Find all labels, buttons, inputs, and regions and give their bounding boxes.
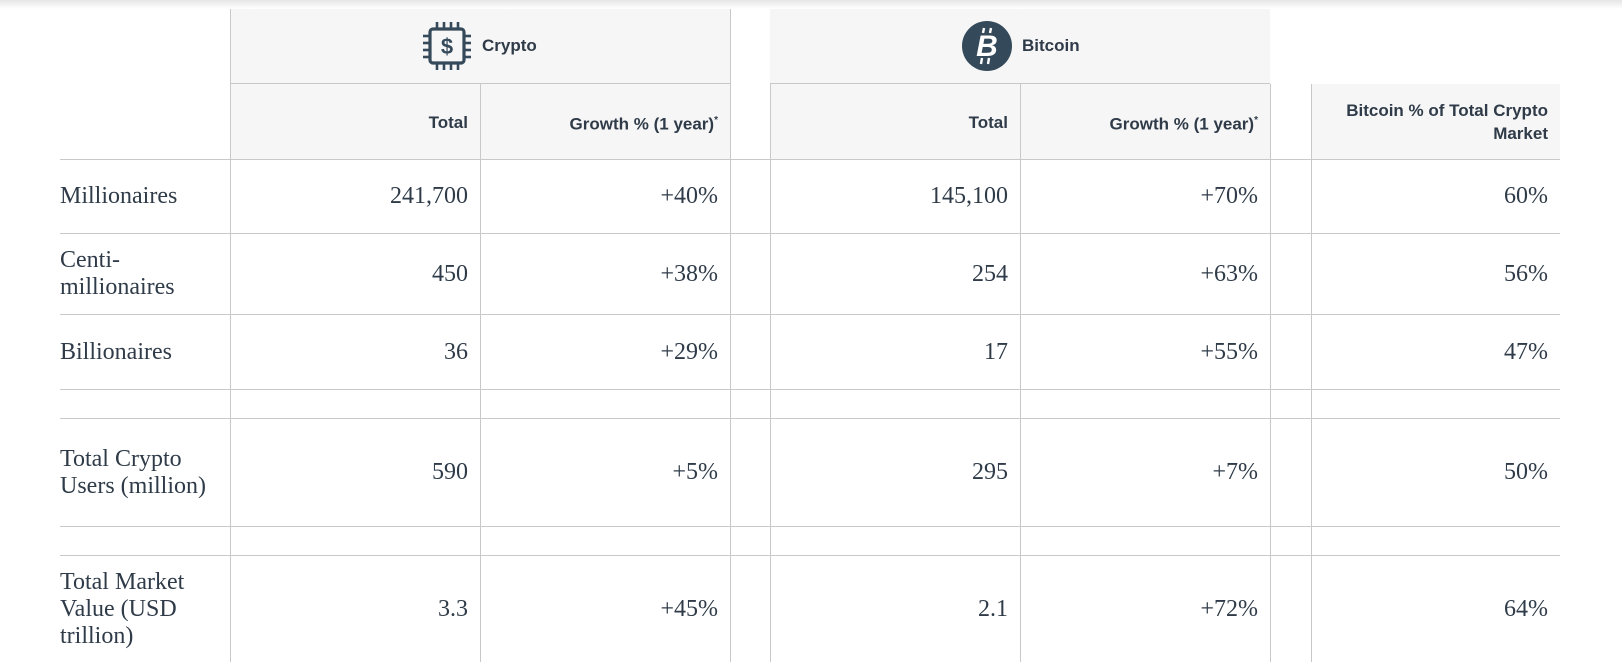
table-cell: +63% bbox=[1200, 260, 1258, 287]
table-cell: 3.3 bbox=[438, 595, 468, 622]
table-cell: 145,100 bbox=[930, 183, 1008, 209]
table-cell: +40% bbox=[660, 183, 718, 209]
grid-line bbox=[1270, 84, 1271, 662]
bitcoin-total-header: Total bbox=[968, 112, 1008, 132]
table-cell: 241,700 bbox=[390, 183, 468, 209]
bitcoin-group-title: Bitcoin bbox=[1022, 36, 1080, 55]
table-cell: 64% bbox=[1504, 595, 1548, 622]
svg-text:$: $ bbox=[441, 34, 453, 59]
grid-line bbox=[1311, 84, 1312, 662]
grid-line bbox=[60, 389, 1560, 390]
top-shadow bbox=[0, 0, 1622, 9]
row-label: Millionaires bbox=[60, 183, 178, 209]
grid-line bbox=[480, 84, 481, 662]
table-cell: 450 bbox=[432, 260, 468, 287]
crypto-group-header: $ Crypto bbox=[422, 22, 537, 70]
grid-line bbox=[60, 418, 1560, 419]
grid-line bbox=[230, 9, 231, 662]
crypto-total-header: Total bbox=[428, 112, 468, 132]
table-cell: 2.1 bbox=[978, 595, 1008, 622]
grid-line bbox=[770, 84, 771, 662]
table-cell: +55% bbox=[1200, 338, 1258, 365]
bitcoin-group-header: B Bitcoin bbox=[962, 21, 1080, 71]
row-label: Total Crypto Users (million) bbox=[60, 445, 206, 499]
crypto-group-title: Crypto bbox=[482, 36, 537, 55]
table-cell: +70% bbox=[1200, 183, 1258, 209]
row-label: Billionaires bbox=[60, 338, 172, 365]
table-cell: 590 bbox=[432, 459, 468, 485]
table-cell: +5% bbox=[672, 459, 718, 485]
svg-text:B: B bbox=[976, 30, 998, 63]
table-cell: +7% bbox=[1212, 459, 1258, 485]
bitcoin-share-header: Bitcoin % of Total Crypto Market bbox=[1346, 101, 1548, 143]
crypto-growth-header: Growth % (1 year)* bbox=[569, 114, 718, 134]
table-cell: 56% bbox=[1504, 260, 1548, 287]
row-label: Total Market Value (USD trillion) bbox=[60, 568, 185, 649]
grid-line bbox=[730, 9, 731, 662]
grid-line bbox=[770, 83, 1270, 84]
grid-line bbox=[60, 314, 1560, 315]
grid-line bbox=[60, 233, 1560, 234]
grid-line bbox=[230, 83, 730, 84]
table-cell: 17 bbox=[984, 338, 1008, 365]
table-cell: +72% bbox=[1200, 595, 1258, 622]
grid-line bbox=[60, 555, 1560, 556]
table-cell: 50% bbox=[1504, 459, 1548, 485]
bitcoin-icon: B bbox=[962, 21, 1012, 71]
share-header-bg bbox=[1311, 84, 1560, 159]
row-label: Centi-millionaires bbox=[60, 247, 175, 300]
dollar-chip-icon: $ bbox=[422, 21, 472, 71]
grid-line bbox=[60, 159, 1560, 160]
table-cell: 47% bbox=[1504, 338, 1548, 365]
grid-line bbox=[1020, 84, 1021, 662]
table-cell: +38% bbox=[660, 260, 718, 287]
table-cell: 36 bbox=[444, 338, 468, 365]
table-cell: +29% bbox=[660, 338, 718, 365]
table-cell: 295 bbox=[972, 459, 1008, 485]
table-cell: 254 bbox=[972, 260, 1008, 287]
table-cell: +45% bbox=[660, 595, 718, 622]
table-cell: 60% bbox=[1504, 183, 1548, 209]
bitcoin-growth-header: Growth % (1 year)* bbox=[1109, 114, 1258, 134]
grid-line bbox=[60, 526, 1560, 527]
